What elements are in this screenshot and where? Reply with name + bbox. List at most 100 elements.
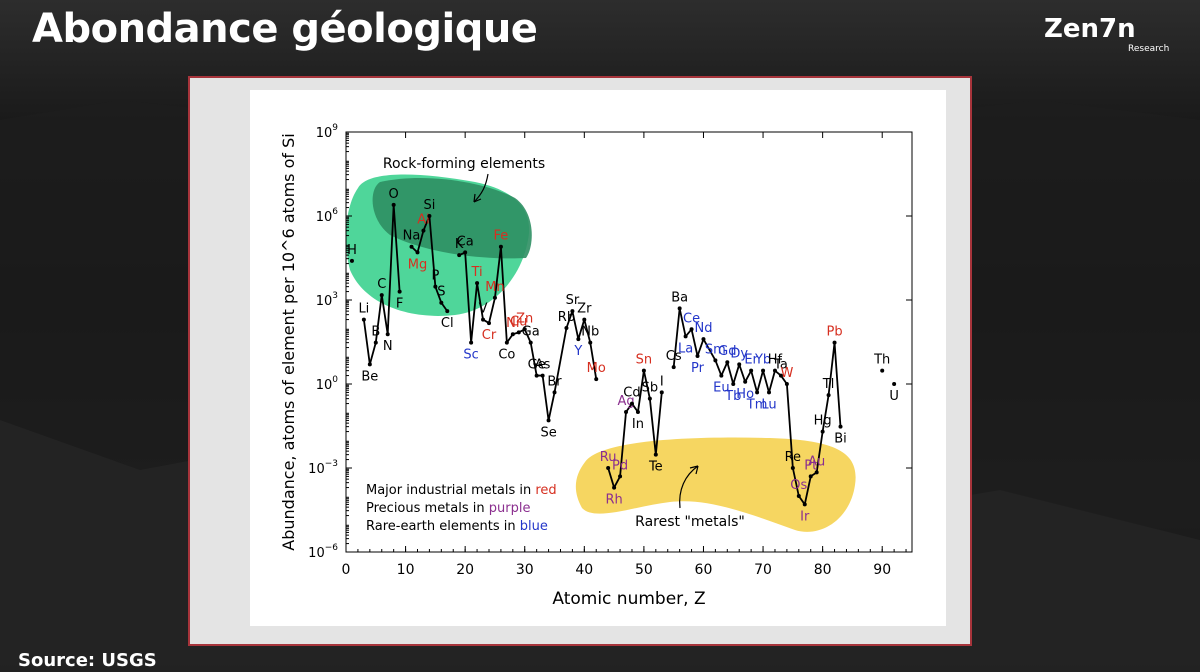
element-label-as: As [535,358,551,373]
plot-area-border [345,131,913,553]
data-point-bi [838,424,843,429]
element-label-si: Si [423,198,435,213]
element-label-au: Au [808,454,825,469]
y-tick-exponent: 6 [332,207,338,217]
x-tick-label: 80 [814,562,832,578]
rarest-arrow [679,465,699,509]
legend-entry: Rare-earth elements in blue [366,519,548,534]
legend-entry: Precious metals in purple [366,501,530,516]
element-label-tl: Tl [822,377,835,392]
y-tick-label: 103 [316,291,338,309]
data-point-ag [624,410,629,414]
data-point-co [504,340,509,345]
element-label-er: Er [744,353,758,368]
data-point-ru [606,466,611,470]
element-label-f: F [396,297,403,312]
legend-entry: Major industrial metals in red [366,483,557,498]
data-point-lu [767,390,772,395]
abundance-series-line [672,307,842,506]
data-point-re [790,466,795,470]
element-label-dy: Dy [730,346,748,361]
element-label-co: Co [498,348,515,363]
element-label-te: Te [648,460,663,475]
data-point-sb [647,396,652,401]
element-label-bi: Bi [834,432,847,447]
element-label-mo: Mo [587,361,606,376]
element-label-zr: Zr [577,302,592,317]
data-point-hg [820,429,825,434]
element-label-cl: Cl [441,316,454,331]
data-point-cu [516,330,521,335]
element-label-sm: Sm [705,342,726,357]
abundance-series-line [607,369,663,489]
element-label-al: Al [417,213,430,228]
element-label-ge: Ge [528,358,546,373]
element-label-w: W [780,366,793,381]
element-label-ce: Ce [683,311,700,326]
element-label-i: I [660,374,664,389]
element-label-os: Os [790,478,807,493]
legend-text: Rare-earth elements in [366,519,520,534]
abundance-chart: 0 10 20 30 40 50 60 70 80 9010910610310010−310−6A… [279,123,913,609]
data-point-nd [701,337,706,342]
data-point-ti [475,281,480,286]
data-point-th [880,368,885,373]
data-point-tb [731,382,736,386]
data-point-pt [808,474,813,479]
rarest-arrowhead [689,465,699,475]
element-label-gd: Gd [718,344,736,359]
data-point-tl [826,393,831,398]
data-point-li [361,317,366,322]
y-tick-label: 100 [316,375,339,393]
data-point-na [409,244,414,249]
element-label-ag: Ag [617,394,634,409]
element-label-pb: Pb [827,325,843,340]
element-label-be: Be [361,369,378,384]
element-label-br: Br [547,374,562,389]
element-label-ca: Ca [457,234,474,249]
data-point-o [391,202,396,207]
data-point-sc [469,340,474,345]
data-point-mo [594,377,599,382]
element-label-pr: Pr [691,361,705,376]
element-label-zn: Zn [516,311,533,326]
data-point-w [784,382,789,386]
data-point-ni [510,332,515,337]
data-point-dy [737,362,742,367]
element-label-ga: Ga [522,325,540,340]
y-tick-base: 10 [316,378,333,393]
element-label-cr: Cr [482,328,497,343]
element-label-eu: Eu [713,381,729,396]
element-label-k: K [455,237,464,252]
element-label-lu: Lu [761,397,776,412]
legend-text: Precious metals in [366,501,489,516]
data-point-yb [761,368,766,373]
y-tick-label: 10−6 [308,543,338,561]
data-point-c [379,293,384,298]
element-label-ru: Ru [600,450,617,465]
element-label-re: Re [785,450,801,465]
element-label-p: P [431,269,439,284]
data-point-in [635,410,640,414]
data-point-hf [772,368,777,373]
data-point-rb [564,326,569,330]
element-label-rb: Rb [558,310,575,325]
data-point-ta [778,373,783,378]
x-tick-label: 10 [397,562,415,578]
data-point-br [552,390,557,395]
y-tick-base: 10 [308,546,325,561]
x-tick-label: 50 [635,562,653,578]
data-point-mg [415,250,420,255]
element-label-ni: Ni [506,316,519,331]
element-label-tb: Tb [724,389,741,404]
data-point-cr [486,321,491,326]
data-point-v [481,317,486,322]
data-point-y [576,337,581,342]
data-point-ge [534,373,539,378]
data-point-cd [629,401,634,406]
element-label-fe: Fe [494,229,509,244]
element-label-cd: Cd [623,386,640,401]
data-point-os [796,494,801,498]
data-point-pb [832,340,837,345]
data-point-mn [492,295,497,300]
